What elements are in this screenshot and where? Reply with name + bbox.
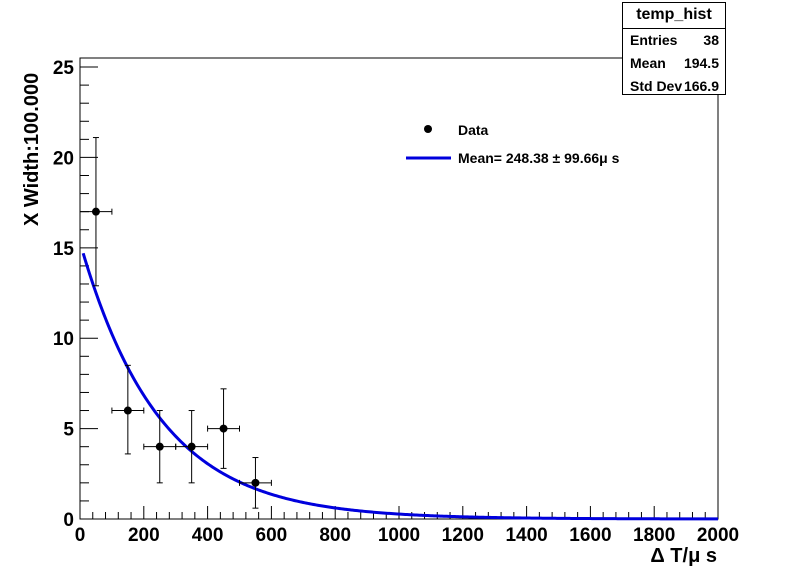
stats-value: 194.5 <box>683 55 719 71</box>
stats-label: Mean <box>630 55 666 71</box>
legend-label-fit: Mean= 248.38 ± 99.66μ s <box>458 150 620 166</box>
y-tick-label: 10 <box>53 329 74 350</box>
stats-label: Std Dev <box>630 78 683 94</box>
fit-curve <box>81 252 718 521</box>
plot-frame <box>79 57 719 520</box>
stats-row-entries: Entries 38 <box>623 29 725 52</box>
data-point <box>187 442 196 451</box>
x-axis-title: Δ T/μ s <box>650 545 717 567</box>
x-tick-label: 600 <box>256 525 288 546</box>
data-point <box>219 424 228 433</box>
x-tick-label: 1200 <box>442 525 484 546</box>
stats-row-mean: Mean 194.5 <box>623 52 725 75</box>
x-tick-label: 200 <box>128 525 160 546</box>
y-tick-label: 15 <box>53 239 75 260</box>
data-point <box>91 207 100 216</box>
y-tick-label: 20 <box>53 148 74 169</box>
x-tick-label: 1800 <box>633 525 675 546</box>
x-tick-label: 400 <box>192 525 224 546</box>
y-tick-label: 0 <box>63 510 74 531</box>
legend: Data Mean= 248.38 ± 99.66μ s <box>406 122 620 166</box>
y-tick-label: 5 <box>63 420 74 441</box>
stats-value: 166.9 <box>683 78 719 94</box>
legend-label-data: Data <box>458 122 489 138</box>
stats-value: 38 <box>703 32 719 48</box>
stats-title: temp_hist <box>623 3 725 29</box>
x-tick-label: 1600 <box>569 525 611 546</box>
x-tick-label: 1000 <box>378 525 420 546</box>
axes: 0 200 400 600 800 1000 1200 1400 1600 1800 2000 0 5 1… <box>53 58 739 546</box>
legend-marker-data <box>424 125 432 133</box>
x-tick-label: 2000 <box>697 525 739 546</box>
y-axis-title: X Width:100.000 <box>21 73 43 226</box>
stats-row-stddev: Std Dev 166.9 <box>623 75 725 98</box>
data-point <box>123 406 132 415</box>
data-point <box>155 442 164 451</box>
data-layer <box>79 137 718 521</box>
stats-label: Entries <box>630 32 678 48</box>
x-tick-label: 1400 <box>505 525 547 546</box>
data-point <box>251 478 260 487</box>
x-tick-label: 0 <box>75 525 86 546</box>
y-tick-label: 25 <box>53 58 75 79</box>
x-tick-label: 800 <box>319 525 351 546</box>
stats-box: temp_hist Entries 38 Mean 194.5 Std Dev … <box>622 2 726 95</box>
